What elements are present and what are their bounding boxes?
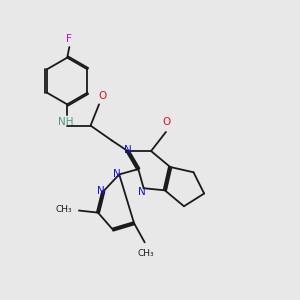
Text: F: F [66, 34, 72, 44]
Text: NH: NH [58, 117, 74, 128]
Text: N: N [113, 169, 121, 179]
Text: N: N [97, 186, 105, 197]
Text: CH₃: CH₃ [56, 205, 73, 214]
Text: N: N [124, 145, 132, 155]
Text: O: O [98, 91, 106, 101]
Text: O: O [163, 117, 171, 128]
Text: CH₃: CH₃ [137, 249, 154, 258]
Text: N: N [138, 188, 146, 197]
